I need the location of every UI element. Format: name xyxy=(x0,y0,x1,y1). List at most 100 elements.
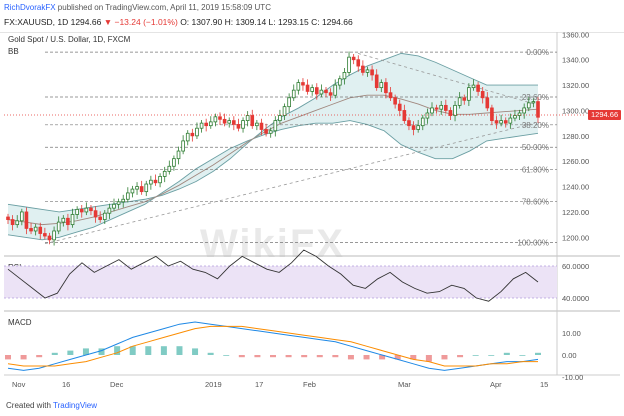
bollinger-middle-line xyxy=(7,94,539,226)
time-tick-label: Apr xyxy=(490,380,502,389)
candle-body xyxy=(181,140,185,152)
candle-body xyxy=(503,120,508,124)
candle-body xyxy=(213,116,218,123)
candle-body xyxy=(430,107,434,114)
candle-body xyxy=(513,115,517,119)
candle-body xyxy=(457,97,462,106)
macd-histogram-bar xyxy=(5,355,11,360)
tradingview-logo-text[interactable]: TradingView xyxy=(53,401,98,410)
macd-histogram-bar xyxy=(145,346,152,355)
candle-body xyxy=(347,56,351,73)
candle-body xyxy=(149,179,153,185)
last-price-tag: 1294.66 xyxy=(588,110,622,120)
candle-body xyxy=(333,84,338,96)
fib-level-label: 61.80% xyxy=(522,166,549,175)
price-tick-label: 1340.00 xyxy=(562,56,589,65)
candle-body xyxy=(232,120,236,125)
candle-body xyxy=(480,91,485,99)
candle-body xyxy=(70,214,75,226)
time-tick-label: Nov xyxy=(12,380,26,389)
candle-body xyxy=(273,120,278,132)
macd-histogram-bar xyxy=(410,355,417,360)
candle-body xyxy=(33,226,38,232)
candle-body xyxy=(241,120,245,129)
candle-body xyxy=(494,120,499,124)
price-tick-label: 1320.00 xyxy=(562,81,589,90)
macd-histogram-bar xyxy=(472,355,479,356)
candle-body xyxy=(393,97,397,105)
macd-histogram-bar xyxy=(207,352,214,355)
candle-body xyxy=(439,104,444,110)
candle-body xyxy=(531,101,536,104)
candle-body xyxy=(199,122,204,129)
macd-histogram-bar xyxy=(254,355,261,358)
candle-body xyxy=(29,228,33,232)
macd-indicator-label[interactable]: MACD xyxy=(8,318,32,327)
candle-body xyxy=(467,87,471,101)
candle-body xyxy=(402,110,407,122)
candle-body xyxy=(176,150,181,160)
rsi-tick-label: 40.0000 xyxy=(562,294,589,303)
macd-histogram-bar xyxy=(503,352,510,355)
price-tick-label: 1260.00 xyxy=(562,157,589,166)
macd-histogram-bar xyxy=(67,350,74,355)
macd-histogram-bar xyxy=(441,355,448,360)
candle-body xyxy=(43,233,47,237)
candle-body xyxy=(204,122,208,127)
bollinger-lower-line xyxy=(7,120,539,241)
candle-body xyxy=(20,211,24,222)
candle-body xyxy=(153,179,158,184)
candle-body xyxy=(195,127,199,137)
publish-info: RichDvorakFX published on TradingView.co… xyxy=(4,3,271,12)
candle-body xyxy=(434,107,439,110)
author-link[interactable]: RichDvorakFX xyxy=(4,3,56,12)
candle-body xyxy=(130,188,135,194)
candle-body xyxy=(10,219,15,226)
created-with: Created with TradingView xyxy=(6,401,97,410)
macd-tick-label: 10.00 xyxy=(562,329,581,338)
rsi-tick-label: 60.0000 xyxy=(562,262,589,271)
candle-body xyxy=(162,170,167,177)
candle-body xyxy=(102,212,107,220)
time-tick-label: 17 xyxy=(255,380,263,389)
candle-body xyxy=(245,115,250,122)
candle-body xyxy=(190,132,195,137)
candle-body xyxy=(158,176,162,184)
candle-body xyxy=(379,82,384,89)
candle-body xyxy=(328,92,333,96)
chart-header: RichDvorakFX published on TradingView.co… xyxy=(0,0,624,33)
symbol-text: FX:XAUUSD, 1D 1294.66 xyxy=(4,17,102,27)
bb-indicator-label[interactable]: BB xyxy=(8,47,19,56)
candle-body xyxy=(222,118,227,124)
candle-body xyxy=(324,89,328,94)
candle-body xyxy=(416,125,420,130)
support-trendline xyxy=(44,122,536,245)
candle-body xyxy=(126,192,130,200)
candle-body xyxy=(517,112,522,116)
time-tick-label: Mar xyxy=(398,380,411,389)
ohlc-text: O: 1307.90 H: 1309.14 L: 1293.15 C: 1294… xyxy=(180,17,353,27)
candle-body xyxy=(384,82,388,94)
candle-body xyxy=(75,209,79,215)
macd-histogram-bar xyxy=(457,355,464,358)
candle-body xyxy=(291,89,296,99)
price-tick-label: 1280.00 xyxy=(562,132,589,141)
macd-tick-label: 0.00 xyxy=(562,351,577,360)
candle-body xyxy=(112,203,116,209)
candle-body xyxy=(268,130,273,134)
candle-body xyxy=(411,125,416,130)
rsi-line xyxy=(7,249,539,302)
candle-body xyxy=(185,132,190,142)
candle-body xyxy=(107,207,112,214)
macd-histogram-bar xyxy=(20,355,27,360)
macd-histogram-bar xyxy=(192,348,199,355)
fib-level-label: 50.00% xyxy=(522,143,549,152)
candle-body xyxy=(116,201,121,205)
candle-body xyxy=(121,198,126,203)
change-text: ▼ −13.24 (−1.01%) xyxy=(103,17,178,27)
fib-level-label: 100.00% xyxy=(517,238,549,247)
price-tick-label: 1220.00 xyxy=(562,208,589,217)
candle-body xyxy=(264,129,268,134)
candle-body xyxy=(61,217,66,223)
